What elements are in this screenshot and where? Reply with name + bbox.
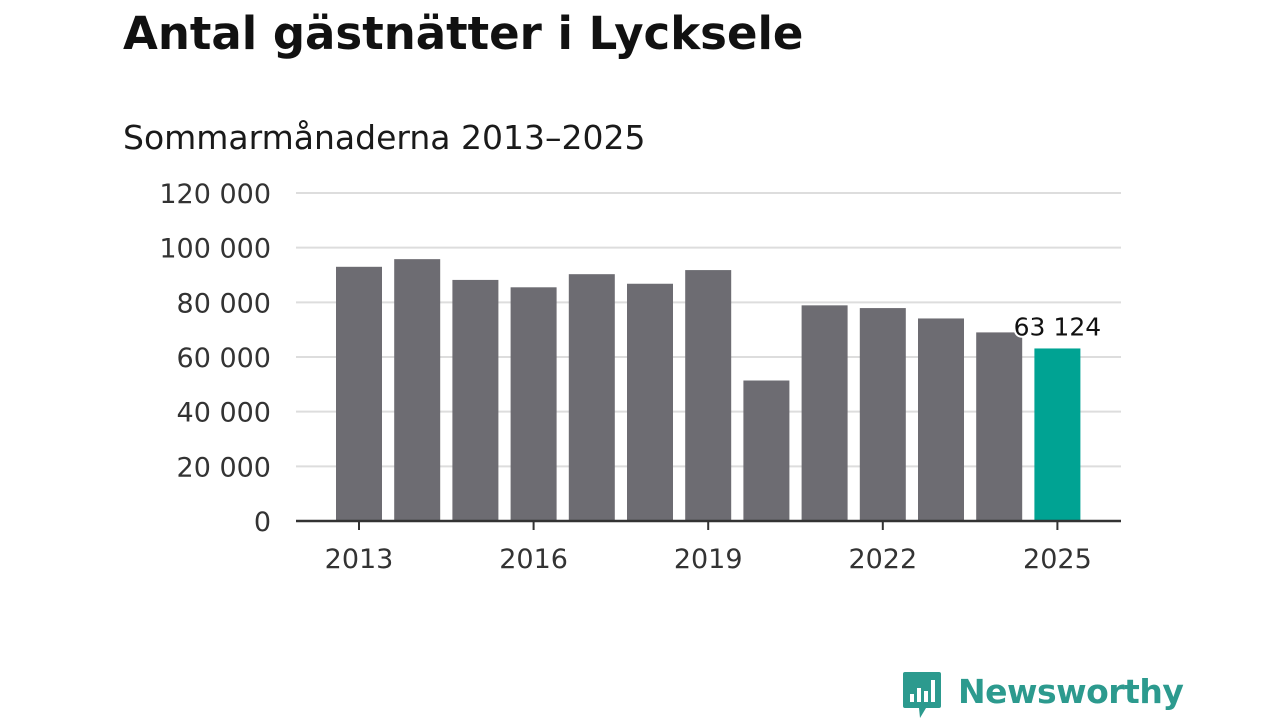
x-axis <box>296 519 1121 530</box>
bar-2025 <box>1034 348 1081 521</box>
bar-2014 <box>394 259 441 521</box>
bar-2019 <box>685 270 732 521</box>
y-tick-label: 40 000 <box>177 398 271 429</box>
x-tick-label: 2022 <box>848 544 917 575</box>
bar-2024 <box>976 332 1023 521</box>
bar-2022 <box>859 308 906 521</box>
y-axis-tick-labels: 0 20 000 40 000 60 000 80 000 100 000 120 000 <box>159 179 271 538</box>
brand-name: Newsworthy <box>958 672 1184 711</box>
bar-2013 <box>336 266 382 521</box>
bar-2023 <box>918 318 964 521</box>
y-tick-label: 60 000 <box>177 343 271 374</box>
y-tick-label: 80 000 <box>177 288 271 319</box>
bar-2016 <box>510 287 557 521</box>
x-tick-label: 2013 <box>325 544 394 575</box>
bar-2017 <box>568 274 615 521</box>
x-tick-label: 2025 <box>1023 544 1092 575</box>
data-labels: 63 124 <box>1012 310 1103 343</box>
x-axis-tick-labels: 2013 2016 2019 2022 2025 <box>325 544 1092 575</box>
bar-2018 <box>627 283 673 521</box>
newsworthy-logo: Newsworthy <box>902 670 1184 720</box>
chart-title: Antal gästnätter i Lycksele <box>123 7 804 60</box>
y-tick-label: 0 <box>254 507 271 538</box>
bars <box>336 259 1081 521</box>
bar-2015 <box>452 279 499 521</box>
y-tick-label: 100 000 <box>159 234 271 265</box>
bar-chart-speech-bubble-icon <box>903 672 941 718</box>
bar-2021 <box>801 305 848 521</box>
y-tick-label: 120 000 <box>159 179 271 210</box>
x-tick-label: 2016 <box>499 544 568 575</box>
bar-2020 <box>743 380 790 521</box>
x-tick-label: 2019 <box>674 544 743 575</box>
y-tick-label: 20 000 <box>177 452 271 483</box>
data-label-2025: 63 124 <box>1014 312 1101 341</box>
chart-subtitle: Sommarmånaderna 2013–2025 <box>123 118 646 157</box>
